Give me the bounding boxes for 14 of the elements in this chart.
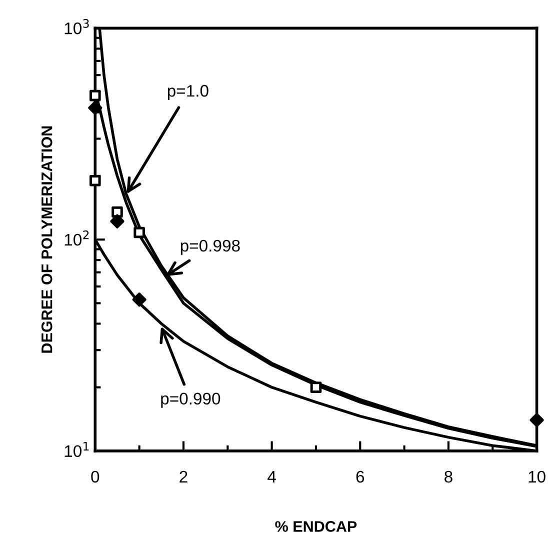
annotation: p=1.0 — [168, 84, 208, 100]
x-tick-label: 6 — [356, 470, 364, 483]
x-tick-label: 4 — [268, 471, 276, 482]
x-tick-label: 0 — [91, 470, 100, 483]
y-tick-label: 10$^{1}$ — [64, 442, 89, 458]
annotation: p=0.998 — [180, 240, 240, 255]
x-axis-title: % ENDCAP — [275, 521, 357, 532]
y-tick-label: 10$^{2}$ — [64, 230, 89, 246]
x-tick-label: 8 — [444, 470, 452, 483]
annotation: p=0.990 — [161, 392, 220, 408]
x-tick-label: 2 — [180, 470, 188, 482]
x-tick-label: 10 — [528, 470, 546, 483]
y-tick-label: 10$^{3}$ — [64, 19, 89, 34]
y-axis-title: DEGREE OF POLYMERIZATION — [41, 126, 52, 353]
